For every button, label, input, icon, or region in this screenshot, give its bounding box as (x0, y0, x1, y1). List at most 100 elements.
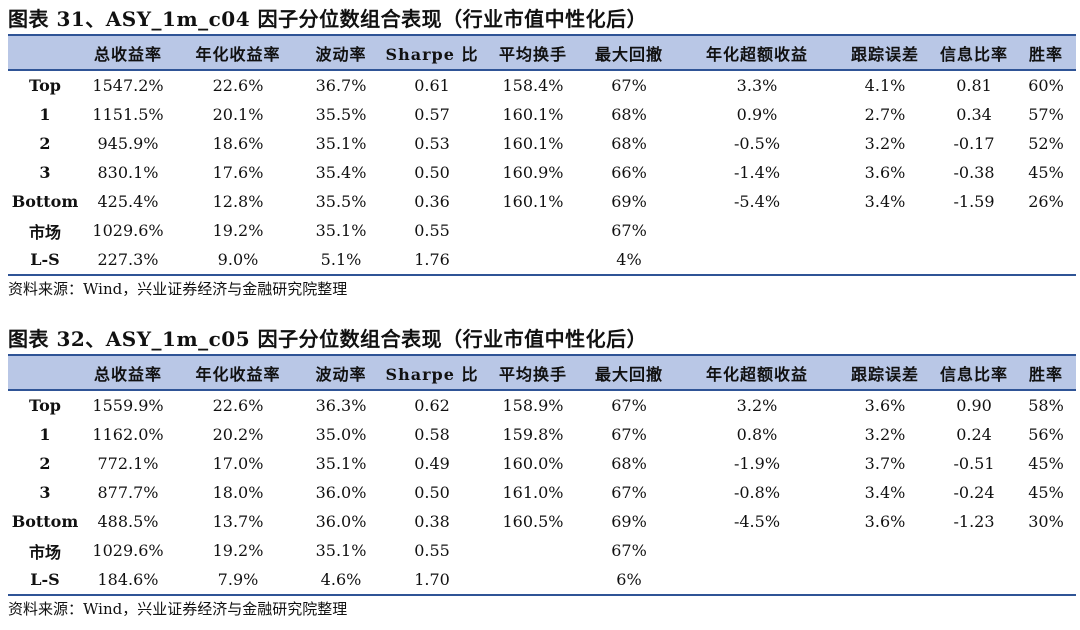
table-cell (932, 536, 1016, 565)
table-cell: 0.36 (414, 192, 450, 211)
row-label: 3 (39, 163, 51, 182)
table-cell: 52% (1028, 134, 1064, 153)
table-cell: 2.7% (864, 105, 906, 124)
table-cell: 30% (1028, 512, 1064, 531)
table-cell (932, 245, 1016, 276)
table-cell: 18.6% (212, 134, 264, 153)
table-cell: 0.57 (414, 105, 450, 124)
table-cell: 945.9% (97, 134, 159, 153)
table-cell: 3.6% (864, 396, 906, 415)
table-cell (838, 245, 932, 276)
header-cell: 总收益率 (82, 354, 174, 391)
row-label: 市场 (28, 222, 61, 242)
table-cell: 45% (1028, 163, 1064, 182)
header-cell: 最大回撤 (582, 34, 676, 71)
table-cell: 20.2% (212, 425, 264, 444)
table-cell: 60% (1028, 76, 1064, 95)
table-cell: 67% (611, 541, 647, 560)
table-cell: 160.1% (502, 134, 564, 153)
table-cell (838, 216, 932, 245)
table-cell: 69% (611, 512, 647, 531)
table-cell: 160.0% (502, 454, 564, 473)
table-cell: 0.58 (414, 425, 450, 444)
table-cell: 4.6% (302, 565, 380, 596)
table-cell: 67% (611, 221, 647, 240)
table-cell: 7.9% (174, 565, 302, 596)
table-cell: 6% (582, 565, 676, 596)
table-cell: 67% (611, 425, 647, 444)
table-cell (676, 245, 838, 276)
table-cell: 26% (1028, 192, 1064, 211)
header-cell: 波动率 (302, 34, 380, 71)
header-cell: 信息比率 (932, 34, 1016, 71)
row-label: Top (29, 76, 61, 95)
table-cell: 0.55 (414, 541, 450, 560)
table-cell: 35.4% (315, 163, 367, 182)
table-cell: 1547.2% (92, 76, 164, 95)
row-label: 3 (39, 483, 51, 502)
header-cell: 年化超额收益 (676, 34, 838, 71)
header-cell: 跟踪误差 (838, 354, 932, 391)
table-cell: 57% (1028, 105, 1064, 124)
header-cell: 年化收益率 (174, 354, 302, 391)
row-label: 1 (39, 105, 51, 124)
row-label: Bottom (11, 512, 79, 531)
row-label: Top (29, 396, 61, 415)
header-cell: 平均换手 (484, 354, 582, 391)
table-cell: 1.76 (380, 245, 484, 276)
table-cell: 17.0% (212, 454, 264, 473)
table-cell (676, 216, 838, 245)
table-cell: 22.6% (212, 396, 264, 415)
table-cell: -1.9% (733, 454, 781, 473)
table-cell: 161.0% (502, 483, 564, 502)
table-cell: 3.3% (736, 76, 778, 95)
table-cell: 227.3% (82, 245, 174, 276)
table-cell: 35.1% (315, 541, 367, 560)
table-cell: 67% (611, 483, 647, 502)
table-cell (838, 565, 932, 596)
table-cell: 160.1% (502, 192, 564, 211)
row-label: L-S (8, 245, 82, 276)
table-cell: 1151.5% (92, 105, 164, 124)
table-cell: 36.3% (315, 396, 367, 415)
table-cell: 3.4% (864, 192, 906, 211)
header-cell: 年化收益率 (174, 34, 302, 71)
header-cell: 平均换手 (484, 34, 582, 71)
performance-table: 总收益率 年化收益率 波动率 Sharpe 比平均换手 最大回撤 年化超额收益 跟踪误差 信息… (8, 34, 1076, 276)
table-cell: 0.24 (956, 425, 992, 444)
table-cell: 1559.9% (92, 396, 164, 415)
table-cell: 35.5% (315, 192, 367, 211)
header-cell: 最大回撤 (582, 354, 676, 391)
header-cell: 波动率 (302, 354, 380, 391)
table-cell: -1.59 (953, 192, 995, 211)
table-cell: 69% (611, 192, 647, 211)
table-cell (932, 565, 1016, 596)
table-cell (1016, 245, 1076, 276)
header-cell: 胜率 (1016, 34, 1076, 71)
table-cell: 0.62 (414, 396, 450, 415)
table-cell: 425.4% (97, 192, 159, 211)
table-cell: -1.23 (953, 512, 995, 531)
table-cell: 35.5% (315, 105, 367, 124)
table-cell: 772.1% (97, 454, 159, 473)
table-cell: 5.1% (302, 245, 380, 276)
table-cell: 3.6% (864, 512, 906, 531)
table-cell: 35.1% (315, 221, 367, 240)
table-row: 市场 1029.6% 19.2% 35.1% 0.55 67% (8, 216, 1076, 245)
source-note: 资料来源：Wind，兴业证券经济与金融研究院整理 (8, 280, 348, 298)
table-cell: 3.2% (864, 134, 906, 153)
table-cell: 68% (611, 105, 647, 124)
header-row: 总收益率 年化收益率 波动率 Sharpe 比平均换手 最大回撤 年化超额收益 跟踪误差 信息… (8, 34, 1076, 71)
table-title: 图表 31、ASY_1m_c04 因子分位数组合表现（行业市值中性化后） (8, 7, 648, 31)
header-cell-blank (8, 34, 82, 71)
table-cell: 4% (582, 245, 676, 276)
table-cell: -0.38 (953, 163, 995, 182)
row-label: 市场 (28, 542, 61, 562)
table-row: Bottom 425.4% 12.8% 35.5% 0.36 160.1% 69% -5.4%… (8, 187, 1076, 216)
header-cell: 总收益率 (82, 34, 174, 71)
table-cell: 36.0% (315, 512, 367, 531)
table-cell: 67% (611, 396, 647, 415)
table-cell: 17.6% (212, 163, 264, 182)
table-cell: 0.8% (736, 425, 778, 444)
table-cell: 66% (611, 163, 647, 182)
